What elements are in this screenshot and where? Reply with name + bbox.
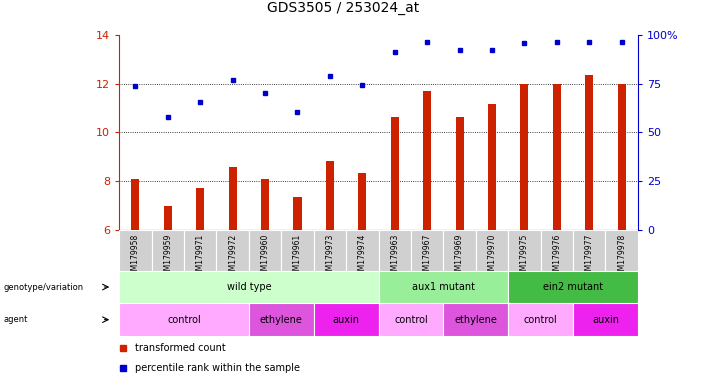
- Text: GSM179977: GSM179977: [585, 233, 594, 280]
- Bar: [476, 230, 508, 271]
- Text: GDS3505 / 253024_at: GDS3505 / 253024_at: [267, 2, 420, 15]
- Text: genotype/variation: genotype/variation: [4, 283, 83, 291]
- Text: aux1 mutant: aux1 mutant: [412, 282, 475, 292]
- Bar: [229, 167, 237, 230]
- Bar: [508, 230, 540, 271]
- Text: transformed count: transformed count: [135, 343, 225, 353]
- Bar: [444, 230, 476, 271]
- Bar: [379, 271, 508, 303]
- Text: GSM179974: GSM179974: [358, 233, 367, 280]
- Text: ethylene: ethylene: [454, 314, 497, 325]
- Text: control: control: [524, 314, 557, 325]
- Bar: [618, 84, 626, 230]
- Bar: [508, 303, 573, 336]
- Bar: [119, 271, 379, 303]
- Bar: [390, 117, 399, 230]
- Text: GSM179961: GSM179961: [293, 233, 302, 280]
- Text: GSM179969: GSM179969: [455, 233, 464, 280]
- Text: GSM179976: GSM179976: [552, 233, 562, 280]
- Bar: [585, 75, 593, 230]
- Bar: [520, 84, 529, 230]
- Bar: [184, 230, 217, 271]
- Text: GSM179971: GSM179971: [196, 233, 205, 280]
- Text: GSM179978: GSM179978: [617, 233, 626, 280]
- Bar: [379, 230, 411, 271]
- Text: GSM179972: GSM179972: [228, 233, 237, 280]
- Bar: [553, 84, 561, 230]
- Bar: [326, 161, 334, 230]
- Bar: [346, 230, 379, 271]
- Text: GSM179975: GSM179975: [520, 233, 529, 280]
- Text: wild type: wild type: [226, 282, 271, 292]
- Bar: [488, 104, 496, 230]
- Text: GSM179960: GSM179960: [261, 233, 270, 280]
- Bar: [606, 230, 638, 271]
- Bar: [423, 91, 431, 230]
- Bar: [164, 206, 172, 230]
- Text: GSM179959: GSM179959: [163, 233, 172, 280]
- Text: ethylene: ethylene: [260, 314, 303, 325]
- Bar: [249, 230, 281, 271]
- Bar: [294, 197, 301, 230]
- Bar: [131, 179, 139, 230]
- Text: GSM179970: GSM179970: [487, 233, 496, 280]
- Bar: [119, 303, 249, 336]
- Bar: [573, 230, 606, 271]
- Text: agent: agent: [4, 315, 28, 324]
- Bar: [261, 179, 269, 230]
- Bar: [379, 303, 444, 336]
- Bar: [456, 117, 463, 230]
- Bar: [281, 230, 314, 271]
- Text: GSM179958: GSM179958: [131, 233, 140, 280]
- Bar: [196, 187, 204, 230]
- Bar: [314, 303, 379, 336]
- Bar: [217, 230, 249, 271]
- Text: GSM179973: GSM179973: [325, 233, 334, 280]
- Bar: [119, 230, 151, 271]
- Text: control: control: [167, 314, 201, 325]
- Text: auxin: auxin: [592, 314, 619, 325]
- Bar: [249, 303, 314, 336]
- Text: control: control: [394, 314, 428, 325]
- Text: auxin: auxin: [332, 314, 360, 325]
- Bar: [314, 230, 346, 271]
- Text: percentile rank within the sample: percentile rank within the sample: [135, 363, 299, 373]
- Bar: [411, 230, 444, 271]
- Text: GSM179963: GSM179963: [390, 233, 400, 280]
- Bar: [444, 303, 508, 336]
- Bar: [540, 230, 573, 271]
- Bar: [151, 230, 184, 271]
- Bar: [573, 303, 638, 336]
- Bar: [358, 173, 367, 230]
- Text: GSM179967: GSM179967: [423, 233, 432, 280]
- Text: ein2 mutant: ein2 mutant: [543, 282, 603, 292]
- Bar: [508, 271, 638, 303]
